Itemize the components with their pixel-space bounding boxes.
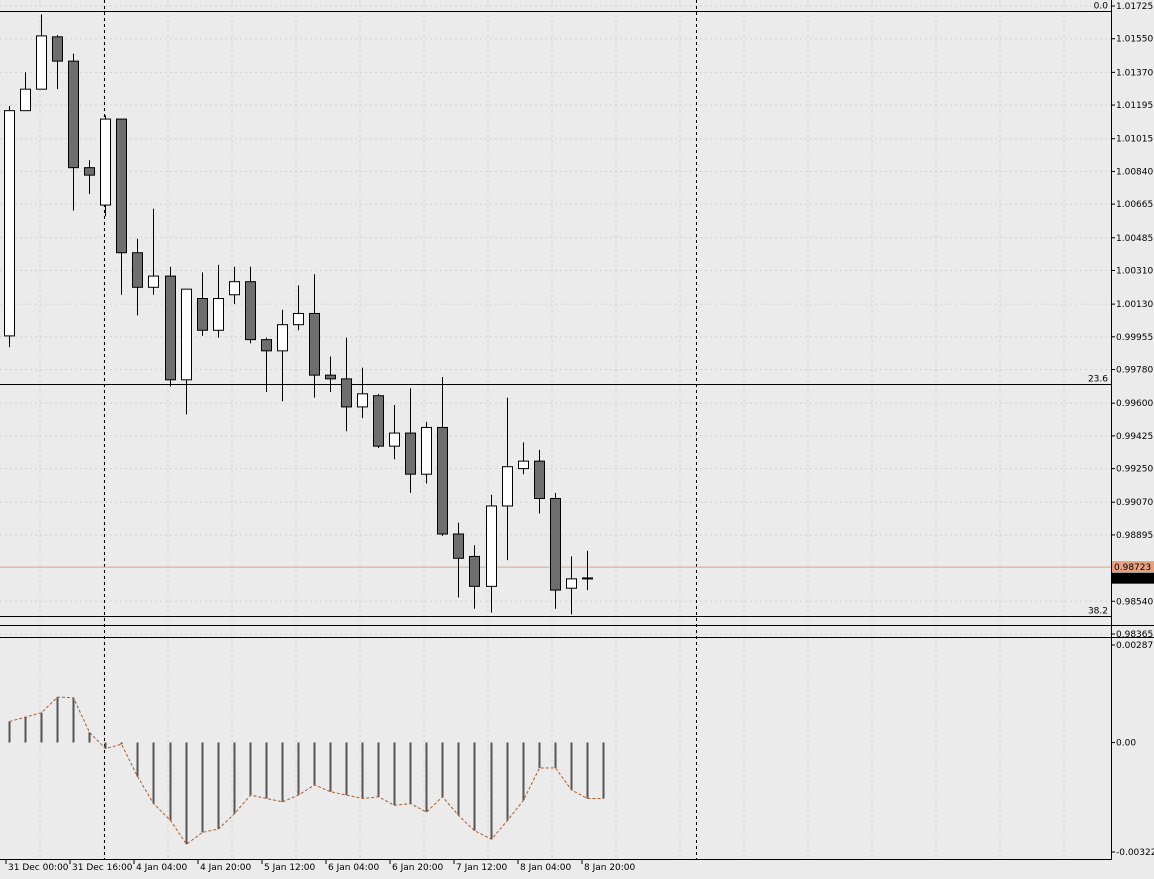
candle-bull (566, 578, 577, 589)
candle-bull (502, 466, 513, 507)
candles (4, 14, 593, 615)
price-axis-label: 1.00665 (1116, 200, 1153, 210)
candle-bear (453, 533, 464, 559)
price-axis-label: 0.99780 (1116, 366, 1153, 376)
oscillator-axis-label: 0.002877 (1116, 641, 1154, 651)
bid-price-label: 0.98723 (1114, 563, 1151, 573)
candle-bear (309, 312, 320, 376)
price-axis-label: 1.01015 (1116, 135, 1153, 145)
price-axis-label: 0.98365 (1116, 630, 1153, 640)
candle-bear (116, 118, 127, 254)
candle-bear (534, 460, 545, 499)
candle-bull (357, 393, 368, 408)
oscillator-axis-label: 0.00 (1116, 739, 1136, 749)
price-axis-label: 0.98895 (1116, 531, 1153, 541)
candle-bull (36, 35, 47, 90)
candle-bull (421, 426, 432, 475)
time-axis-label: 8 Jan 04:00 (520, 863, 572, 873)
candle-bull (229, 281, 240, 296)
candle-bear (469, 555, 480, 587)
price-axis-label: 0.99955 (1116, 333, 1153, 343)
price-axis-label: 1.00130 (1116, 300, 1153, 310)
grid-lines (0, 0, 1111, 860)
fib-level-label: 0.0 (1094, 2, 1109, 12)
price-axis-label: 0.99250 (1116, 465, 1153, 475)
candle-bear (84, 167, 95, 176)
time-axis-label: 7 Jan 12:00 (456, 863, 508, 873)
candle-bull (518, 460, 529, 470)
price-axis-label: 1.00310 (1116, 266, 1153, 276)
candle-bear (197, 298, 208, 331)
price-axis-label: 1.01725 (1116, 2, 1153, 12)
current-price-tag (1112, 572, 1154, 584)
price-axis-label: 0.99425 (1116, 432, 1153, 442)
candle-bull (486, 505, 497, 587)
candle-bear (437, 426, 448, 535)
candle-bear (68, 60, 79, 169)
time-axis-label: 6 Jan 04:00 (328, 863, 380, 873)
time-axis-label: 4 Jan 20:00 (200, 863, 252, 873)
oscillator-signal-line (9, 696, 604, 845)
price-axis-label: 1.00485 (1116, 234, 1153, 244)
candle-bear (373, 395, 384, 447)
candle-bull (293, 312, 304, 326)
time-axis-label: 31 Dec 16:00 (72, 863, 133, 873)
candle-bull (181, 288, 192, 381)
time-axis-label: 5 Jan 12:00 (264, 863, 316, 873)
oscillator-bars (8, 697, 605, 845)
candle-bull (389, 432, 400, 447)
time-axis-label: 6 Jan 20:00 (392, 863, 444, 873)
candle-bear (325, 374, 336, 380)
fib-level-label: 23.6 (1088, 375, 1108, 385)
candle-bull (213, 298, 224, 331)
oscillator-axis-label: -0.003229 (1116, 848, 1154, 858)
candle-bull (148, 275, 159, 288)
price-axis-label: 1.01195 (1116, 101, 1153, 111)
candle-bear (550, 497, 561, 591)
candle-bull (277, 324, 288, 352)
candle-bear (405, 432, 416, 475)
current-price-label: 0.98661 (1114, 575, 1151, 585)
price-axis-label: 0.99600 (1116, 399, 1153, 409)
price-axis-label: 1.01370 (1116, 68, 1153, 78)
time-axis-label: 31 Dec 00:00 (8, 863, 69, 873)
candle-bear (52, 36, 63, 62)
bid-price-tag (1112, 561, 1154, 573)
fib-level-label: 38.2 (1088, 607, 1108, 617)
price-axis-label: 0.99070 (1116, 498, 1153, 508)
candle-bear (165, 275, 176, 381)
price-axis-label: 0.98540 (1116, 597, 1153, 607)
time-axis-label: 4 Jan 04:00 (136, 863, 188, 873)
candle-bear (132, 252, 143, 288)
candle-bull (100, 118, 111, 206)
candle-bear (341, 378, 352, 408)
price-axis-label: 1.01550 (1116, 35, 1153, 45)
price-axis-label: 1.00840 (1116, 167, 1153, 177)
candle-bull (4, 110, 15, 337)
candle-bear (245, 281, 256, 341)
candle-bull (20, 88, 31, 112)
time-axis-label: 8 Jan 20:00 (584, 863, 636, 873)
candle-bear (261, 339, 272, 352)
candle-bull (582, 577, 593, 580)
